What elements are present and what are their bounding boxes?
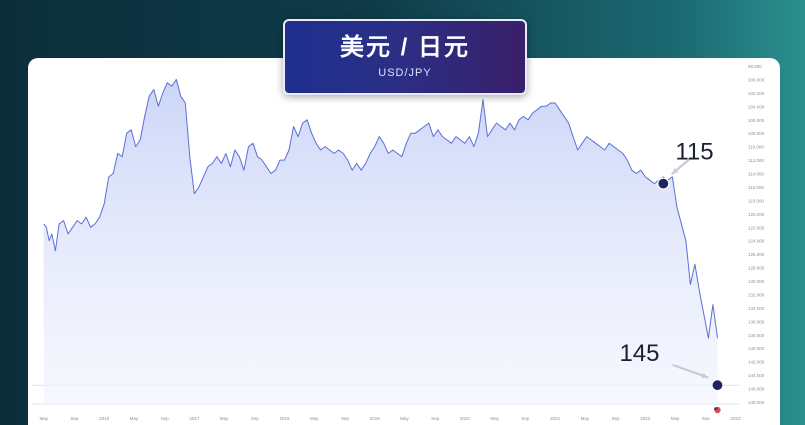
annotation-label: 145 — [619, 340, 659, 367]
chart-card: 98.000 100.000 102.000 104.000 106.000 108.00… — [28, 58, 780, 425]
y-tick-label: 148.000 — [748, 400, 765, 405]
x-tick-label: 2019 — [370, 416, 381, 421]
area-fill — [43, 79, 718, 405]
x-tick-label: 2017 — [189, 416, 200, 421]
x-tick-label: 2018 — [280, 416, 291, 421]
x-tick-label: Sep — [521, 416, 530, 421]
chart-subtitle: USD/JPY — [378, 67, 432, 79]
y-tick-label: 108.000 — [748, 131, 765, 136]
usd-jpy-chart: 98.000 100.000 102.000 104.000 106.000 108.00… — [32, 64, 765, 421]
x-tick-label: Sep — [612, 416, 621, 421]
y-tick-label: 104.000 — [748, 104, 765, 109]
y-tick-label: 140.000 — [748, 346, 765, 351]
x-tick-label: Sep — [431, 416, 440, 421]
annotation-marker — [657, 177, 670, 190]
chart-title-box: 美元 / 日元 USD/JPY — [283, 19, 527, 95]
y-tick-label: 146.000 — [748, 387, 765, 392]
x-tick-label: 2021 — [550, 416, 561, 421]
x-tick-label: May — [130, 416, 139, 421]
y-tick-label: 100.000 — [748, 77, 765, 82]
y-tick-label: 112.000 — [748, 158, 764, 163]
x-tick-label: May — [220, 416, 229, 421]
chart-title: 美元 / 日元 — [339, 34, 470, 61]
x-tick-label: Sep — [341, 416, 350, 421]
annotation-label: 115 — [675, 139, 713, 166]
annotation-arrowhead — [701, 372, 708, 379]
x-tick-label: 2023 — [730, 416, 741, 421]
y-tick-label: 102.000 — [748, 91, 765, 96]
y-tick-label: 118.000 — [748, 198, 764, 203]
y-tick-label: 98.000 — [748, 64, 762, 69]
x-tick-label: Sep — [702, 416, 711, 421]
y-tick-label: 124.000 — [748, 239, 765, 244]
y-tick-label: 120.000 — [748, 212, 765, 217]
y-tick-label: 138.000 — [748, 333, 765, 338]
y-tick-label: 116.000 — [748, 185, 764, 190]
y-tick-label: 122.000 — [748, 225, 765, 230]
y-tick-label: 126.000 — [748, 252, 765, 257]
y-tick-label: 128.000 — [748, 266, 765, 271]
x-tick-label: May — [310, 416, 319, 421]
x-tick-label: May — [671, 416, 680, 421]
y-tick-label: 110.000 — [748, 145, 764, 150]
y-tick-label: 114.000 — [748, 172, 764, 177]
y-tick-label: 136.000 — [748, 319, 765, 324]
y-tick-label: 106.000 — [748, 118, 765, 123]
us-flag-icon-blue — [714, 407, 718, 410]
series-line-usd-jpy — [43, 78, 718, 339]
x-tick-label: 2022 — [640, 416, 651, 421]
x-tick-label: Sep — [251, 416, 260, 421]
x-tick-label: Sep — [161, 416, 170, 421]
y-tick-label: 130.000 — [748, 279, 765, 284]
x-tick-label: 2016 — [99, 416, 110, 421]
x-tick-label: May — [490, 416, 499, 421]
x-tick-label: Sep — [70, 416, 79, 421]
x-tick-label: 2020 — [460, 416, 471, 421]
us-flag-icon — [714, 406, 721, 414]
y-tick-label: 132.000 — [748, 292, 765, 297]
x-tick-label: May — [400, 416, 409, 421]
y-tick-label: 134.000 — [748, 306, 765, 311]
x-tick-label: May — [581, 416, 590, 421]
y-tick-label: 144.000 — [748, 373, 765, 378]
y-tick-label: 142.000 — [748, 360, 765, 365]
annotation-arrowhead — [672, 168, 679, 174]
x-tick-label: May — [39, 416, 48, 421]
annotation-marker — [711, 379, 724, 392]
annotation-arrow — [672, 364, 709, 379]
